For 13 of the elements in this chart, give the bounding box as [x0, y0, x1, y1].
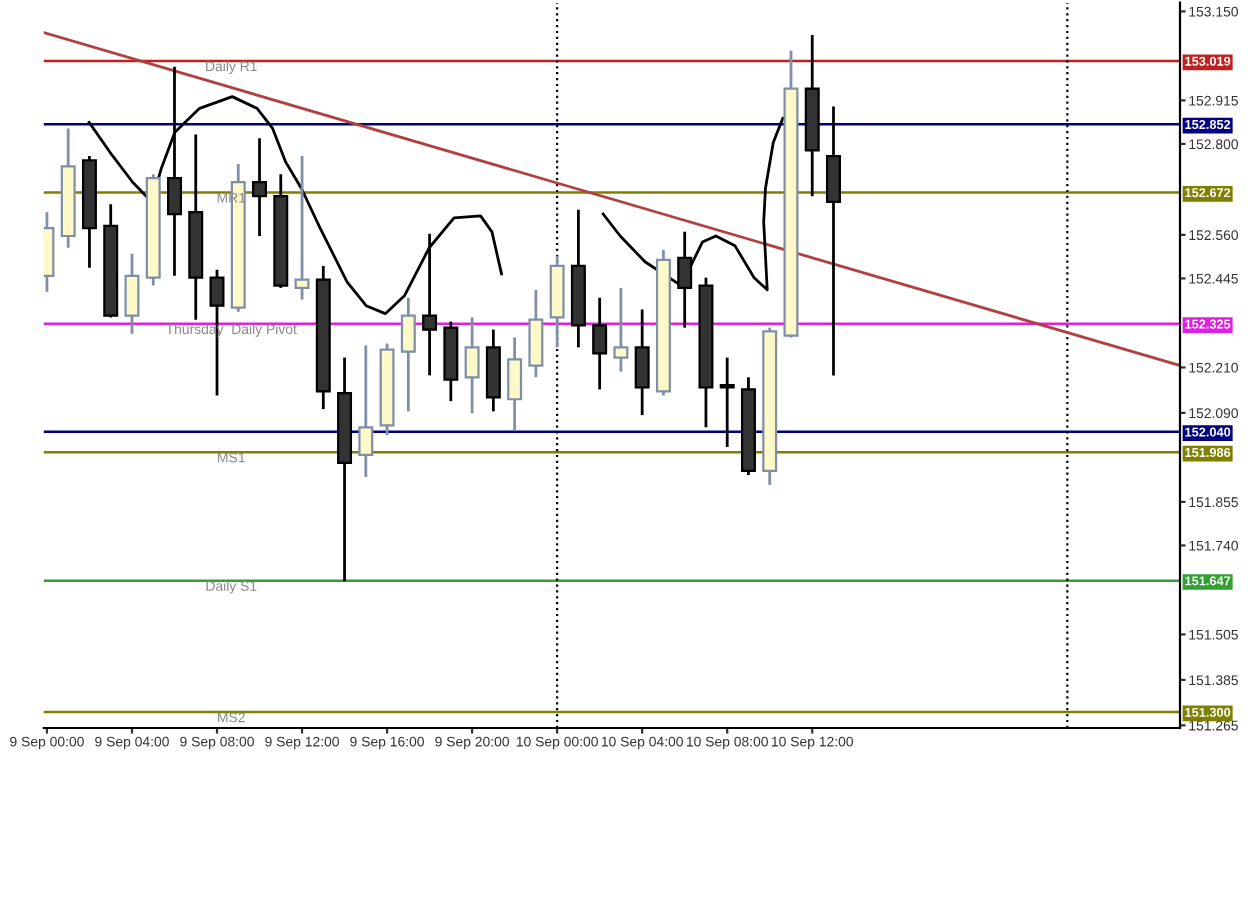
candlestick	[592, 296, 608, 391]
candlestick	[400, 296, 416, 413]
candlestick	[528, 288, 544, 379]
candlestick	[124, 252, 140, 336]
candlestick	[358, 344, 374, 479]
candlestick	[826, 105, 841, 377]
candlestick	[634, 308, 650, 417]
candlestick	[613, 286, 629, 373]
candlestick	[252, 136, 268, 238]
candlestick	[507, 336, 523, 433]
candlestick	[719, 356, 735, 449]
candlestick	[464, 316, 480, 415]
candlestick	[294, 154, 310, 302]
